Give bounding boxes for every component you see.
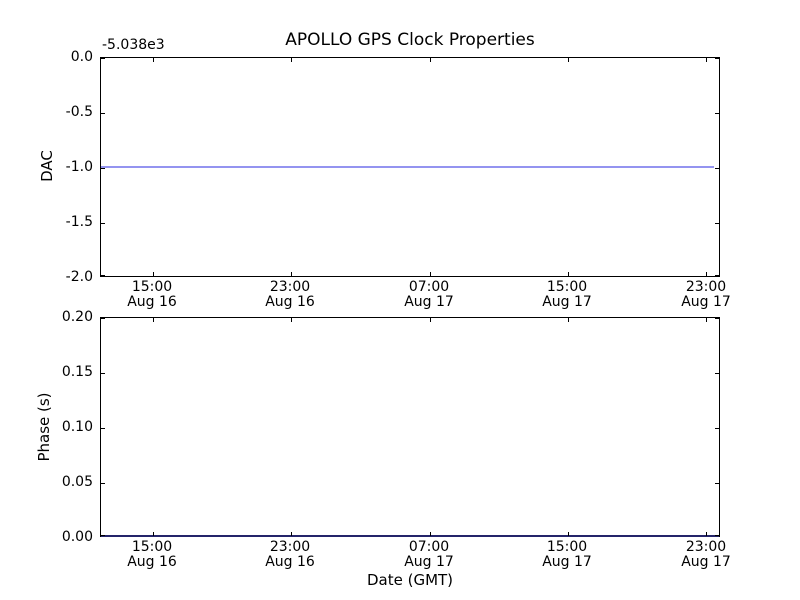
phase-ytick-label: 0.20 (61, 309, 93, 325)
axis-tick (291, 532, 292, 536)
axis-tick (568, 318, 569, 322)
dac-data-line (101, 166, 714, 168)
axis-tick (101, 275, 105, 276)
dac-plot-area (100, 57, 720, 277)
xtick-label: 15:00 Aug 17 (542, 539, 592, 570)
axis-tick (715, 483, 719, 484)
phase-data-line (101, 535, 719, 537)
dac-ytick-label: -1.0 (65, 159, 93, 175)
x-axis-title: Date (GMT) (366, 571, 454, 589)
axis-tick (153, 318, 154, 322)
axis-tick (153, 272, 154, 276)
axis-tick (715, 428, 719, 429)
xtick-label: 15:00 Aug 17 (542, 279, 592, 310)
axis-tick (706, 532, 707, 536)
xtick-label: 07:00 Aug 17 (404, 539, 454, 570)
phase-plot-area (100, 317, 720, 537)
xtick-label: 15:00 Aug 16 (127, 539, 177, 570)
xtick-label: 07:00 Aug 17 (404, 279, 454, 310)
axis-tick (153, 532, 154, 536)
y-axis-offset-label: -5.038e3 (102, 37, 165, 53)
axis-tick (101, 373, 105, 374)
axis-tick (291, 272, 292, 276)
dac-ytick-label: -2.0 (65, 269, 93, 285)
axis-tick (706, 272, 707, 276)
axis-tick (101, 318, 105, 319)
xtick-label: 23:00 Aug 17 (681, 279, 731, 310)
phase-ytick-label: 0.00 (61, 529, 93, 545)
axis-tick (101, 535, 105, 536)
axis-tick (568, 58, 569, 62)
axis-tick (291, 58, 292, 62)
axis-tick (715, 373, 719, 374)
axis-tick (715, 223, 719, 224)
dac-ytick-label: -1.5 (65, 214, 93, 230)
chart-title: APOLLO GPS Clock Properties (285, 30, 535, 50)
axis-tick (568, 272, 569, 276)
xtick-label: 23:00 Aug 17 (681, 539, 731, 570)
axis-tick (706, 58, 707, 62)
axis-tick (706, 318, 707, 322)
dac-ytick-label: 0.0 (70, 49, 93, 65)
axis-tick (715, 275, 719, 276)
axis-tick (430, 532, 431, 536)
xtick-label: 23:00 Aug 16 (265, 279, 315, 310)
axis-tick (715, 318, 719, 319)
axis-tick (715, 58, 719, 59)
axis-tick (430, 318, 431, 322)
axis-tick (715, 168, 719, 169)
axis-tick (291, 318, 292, 322)
dac-ytick-label: -0.5 (65, 104, 93, 120)
phase-ytick-label: 0.10 (61, 419, 93, 435)
axis-tick (101, 168, 105, 169)
axis-tick (715, 535, 719, 536)
dac-axis-title: DAC (38, 150, 56, 182)
phase-ytick-label: 0.05 (61, 474, 93, 490)
axis-tick (101, 428, 105, 429)
axis-tick (101, 483, 105, 484)
axis-tick (153, 58, 154, 62)
axis-tick (101, 58, 105, 59)
phase-axis-title: Phase (s) (35, 392, 53, 462)
xtick-label: 15:00 Aug 16 (127, 279, 177, 310)
axis-tick (430, 272, 431, 276)
axis-tick (101, 223, 105, 224)
phase-ytick-label: 0.15 (61, 364, 93, 380)
xtick-label: 23:00 Aug 16 (265, 539, 315, 570)
axis-tick (430, 58, 431, 62)
axis-tick (715, 113, 719, 114)
axis-tick (101, 113, 105, 114)
axis-tick (568, 532, 569, 536)
